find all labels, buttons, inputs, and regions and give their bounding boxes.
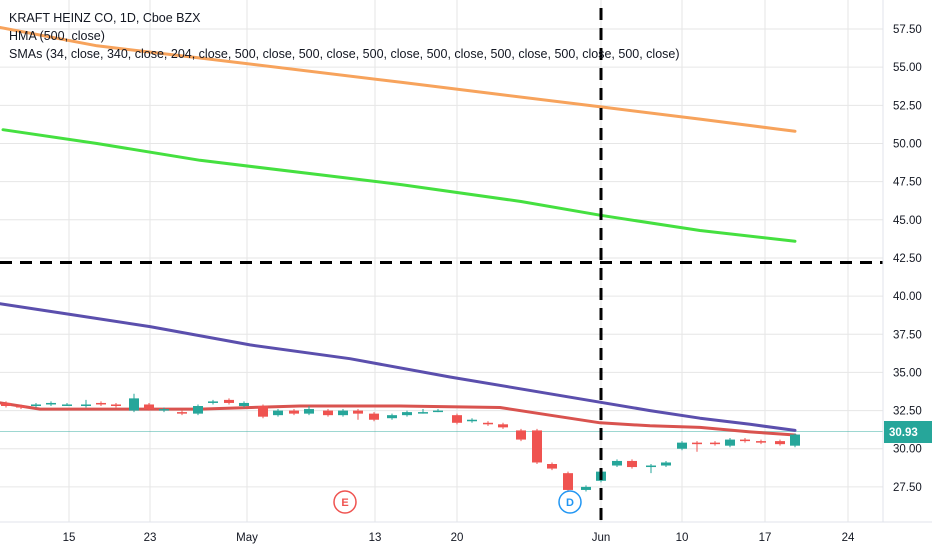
candle-body — [646, 465, 656, 468]
candle-body — [1, 402, 11, 406]
candle-body — [338, 410, 348, 416]
candle-body — [756, 441, 766, 443]
candle-body — [129, 398, 139, 411]
candle-body — [483, 422, 493, 425]
candle-body — [661, 462, 671, 466]
legend-symbol-title[interactable]: KRAFT HEINZ CO, 1D, Cboe BZX — [9, 11, 201, 25]
candle-body — [144, 404, 154, 410]
candle-body — [740, 439, 750, 442]
candle-body — [725, 439, 735, 446]
candle-body — [239, 402, 249, 406]
chart-legend: KRAFT HEINZ CO, 1D, Cboe BZX HMA (500, c… — [9, 9, 680, 63]
candle-body — [790, 434, 800, 446]
candle-body — [402, 412, 412, 416]
legend-hma[interactable]: HMA (500, close) — [9, 29, 105, 43]
time-tick-label: Jun — [592, 532, 611, 544]
time-tick-label: 23 — [144, 532, 157, 544]
candle-body — [62, 404, 72, 406]
candle-body — [563, 473, 573, 490]
candle-body — [16, 406, 26, 408]
price-tick-label: 37.50 — [893, 329, 922, 341]
candle-body — [498, 424, 508, 428]
price-tick-label: 47.50 — [893, 177, 922, 189]
candle-body — [81, 404, 91, 406]
candle-body — [418, 412, 428, 414]
candle-body — [96, 402, 106, 405]
time-axis[interactable]: 15 23 May 13 20 Jun 10 17 24 — [63, 532, 855, 544]
candle-body — [581, 486, 591, 490]
candle-body — [452, 415, 462, 423]
price-tick-label: 50.00 — [893, 138, 922, 150]
price-tick-label: 57.50 — [893, 24, 922, 36]
candle-body — [111, 404, 121, 406]
time-tick-label: May — [236, 532, 258, 544]
time-tick-label: 15 — [63, 532, 76, 544]
candle-body — [532, 430, 542, 463]
last-price-badge: 30.93 — [884, 421, 932, 443]
event-marker-circle — [333, 490, 357, 514]
time-tick-label: 17 — [759, 532, 772, 544]
candle-body — [323, 410, 333, 416]
time-tick-label: 24 — [842, 532, 855, 544]
last-price-label: 30.93 — [889, 427, 918, 439]
price-tick-label: 30.00 — [893, 444, 922, 456]
candle-body — [612, 460, 622, 466]
event-marker-d[interactable]: D — [558, 490, 582, 514]
candle-body — [273, 410, 283, 416]
last-price-guide-band — [0, 431, 883, 432]
candle-body — [31, 404, 41, 406]
price-tick-label: 27.50 — [893, 482, 922, 494]
price-tick-label: 35.00 — [893, 367, 922, 379]
price-axis[interactable]: 27.50 30.00 32.50 35.00 37.50 40.00 42.50 45.00… — [893, 24, 922, 494]
event-marker-circle — [558, 490, 582, 514]
event-marker-label: E — [341, 497, 348, 509]
candle-body — [692, 442, 702, 445]
time-tick-label: 20 — [451, 532, 464, 544]
candle-body — [467, 419, 477, 422]
candle-body — [353, 410, 363, 414]
candle-body — [224, 399, 234, 403]
candle-body — [710, 442, 720, 445]
candle-body — [46, 402, 56, 405]
candle-body — [516, 430, 526, 440]
candle-body — [193, 406, 203, 414]
time-tick-label: 13 — [369, 532, 382, 544]
series-line-red — [0, 401, 797, 437]
candle-body — [177, 412, 187, 414]
time-tick-label: 10 — [676, 532, 689, 544]
crosshair — [0, 8, 883, 522]
candle-body — [433, 410, 443, 413]
candle-body — [208, 401, 218, 403]
candle-body — [258, 406, 268, 417]
price-tick-label: 45.00 — [893, 215, 922, 227]
event-marker-label: D — [566, 497, 574, 509]
candle-body — [159, 409, 169, 411]
candles — [1, 393, 800, 492]
series-line-orange — [0, 26, 797, 133]
chart-grid — [0, 0, 883, 522]
event-marker-e[interactable]: E — [333, 490, 357, 514]
candle-body — [387, 415, 397, 419]
legend-smas[interactable]: SMAs (34, close, 340, close, 204, close,… — [9, 47, 680, 61]
candle-body — [677, 442, 687, 449]
candle-body — [304, 409, 314, 414]
price-tick-label: 52.50 — [893, 100, 922, 112]
price-tick-label: 42.50 — [893, 253, 922, 265]
series-line-green — [1, 128, 797, 243]
price-tick-label: 40.00 — [893, 291, 922, 303]
price-tick-label: 32.50 — [893, 406, 922, 418]
price-tick-label: 55.00 — [893, 62, 922, 74]
candle-body — [289, 410, 299, 414]
candle-body — [547, 464, 557, 469]
candle-body — [627, 460, 637, 468]
candle-body — [775, 441, 785, 445]
series-line-purple — [0, 302, 797, 432]
indicator-lines — [0, 26, 797, 437]
candle-body — [369, 413, 379, 420]
